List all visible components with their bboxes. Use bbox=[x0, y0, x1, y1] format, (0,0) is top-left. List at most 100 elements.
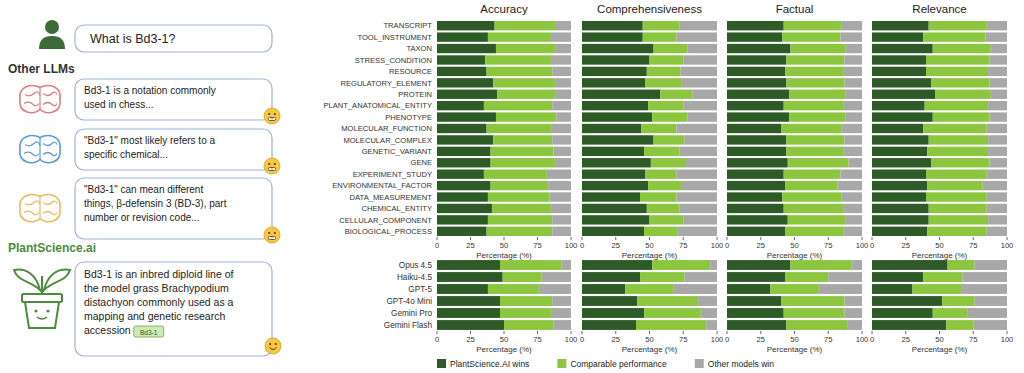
bar-segment bbox=[677, 192, 718, 201]
tick-label: 0 bbox=[580, 335, 584, 344]
bar-segment bbox=[582, 296, 637, 306]
tick-mark bbox=[727, 331, 728, 334]
bar-segment bbox=[645, 170, 676, 179]
bar-segment bbox=[872, 284, 913, 294]
category-label: CELLULAR_COMPONENT bbox=[339, 216, 432, 225]
bar-segment bbox=[786, 55, 844, 64]
bar-segment bbox=[582, 308, 644, 318]
emoji-eye bbox=[268, 232, 270, 234]
bars bbox=[727, 260, 862, 330]
bar-segment bbox=[654, 135, 685, 144]
tick-label: 100 bbox=[565, 241, 578, 250]
category-label: PHENOTYPE bbox=[385, 113, 432, 122]
bar-segment bbox=[582, 135, 654, 144]
bar-segment bbox=[582, 158, 651, 167]
tick-mark bbox=[973, 237, 974, 240]
chart: 0255075100Percentage (%) bbox=[725, 260, 868, 354]
bar-segment bbox=[786, 320, 847, 330]
bar-segment bbox=[679, 147, 717, 156]
chart-title: Accuracy bbox=[480, 3, 528, 15]
bar-segment bbox=[686, 158, 717, 167]
bar-segment bbox=[582, 32, 643, 41]
brain-icon bbox=[20, 136, 60, 163]
tick-label: 0 bbox=[870, 335, 874, 344]
bar-segment bbox=[493, 135, 552, 144]
bar-segment bbox=[784, 204, 843, 213]
answer-text: "Bd3-1" can mean different bbox=[84, 184, 203, 195]
tick-mark bbox=[649, 331, 650, 334]
bar-segment bbox=[437, 227, 487, 236]
brain-outline bbox=[20, 136, 60, 163]
bar-segment bbox=[582, 112, 652, 121]
figure: TRANSCRIPTTOOL_INSTRUMENTTAXONSTRESS_CON… bbox=[0, 0, 1024, 373]
heading: Other LLMs bbox=[8, 62, 75, 76]
bar-segment bbox=[582, 67, 647, 76]
bar-segment bbox=[550, 192, 571, 201]
answer-text: "Bd3-1" most likely refers to a bbox=[84, 135, 215, 146]
bar-segment bbox=[637, 296, 698, 306]
bar-segment bbox=[872, 170, 926, 179]
bar-segment bbox=[988, 101, 1007, 110]
answer-text: Bd3-1 is a notation commonly bbox=[84, 85, 216, 96]
bar-segment bbox=[582, 192, 640, 201]
bar-segment bbox=[552, 227, 571, 236]
bar-segment bbox=[437, 32, 488, 41]
bar-segment bbox=[554, 147, 571, 156]
bar-segment bbox=[682, 78, 717, 87]
brain-fold bbox=[25, 142, 40, 146]
tick-mark bbox=[537, 331, 538, 334]
tick-mark bbox=[794, 237, 795, 240]
pot-rim bbox=[22, 294, 62, 302]
bar-segment bbox=[650, 215, 684, 224]
chart: TRANSCRIPTTOOL_INSTRUMENTTAXONSTRESS_CON… bbox=[323, 3, 577, 260]
tick-label: 75 bbox=[679, 335, 687, 344]
bar-segment bbox=[552, 215, 571, 224]
bar-segment bbox=[781, 124, 842, 133]
category-label: PROTEIN bbox=[398, 90, 432, 99]
bar-segment bbox=[640, 192, 676, 201]
tick-mark bbox=[862, 331, 863, 334]
bar-segment bbox=[582, 78, 645, 87]
category-label: MOLECULAR_COMPLEX bbox=[343, 136, 432, 145]
bar-segment bbox=[727, 101, 784, 110]
tick-mark bbox=[939, 331, 940, 334]
bars bbox=[872, 21, 1007, 236]
bar-segment bbox=[872, 101, 925, 110]
bar-segment bbox=[987, 227, 1007, 236]
bar-segment bbox=[648, 101, 683, 110]
category-label: Opus 4.5 bbox=[399, 261, 433, 270]
bar-segment bbox=[872, 296, 942, 306]
tick-mark bbox=[683, 331, 684, 334]
bar-segment bbox=[975, 296, 1007, 306]
bar-segment bbox=[983, 181, 1007, 190]
bar-segment bbox=[926, 192, 987, 201]
tick-label: 0 bbox=[870, 241, 874, 250]
bar-segment bbox=[790, 44, 845, 53]
bar-segment bbox=[487, 227, 553, 236]
tick-mark bbox=[649, 237, 650, 240]
bar-segment bbox=[786, 78, 844, 87]
bar-segment bbox=[651, 158, 686, 167]
bar-segment bbox=[727, 21, 784, 30]
bar-segment bbox=[975, 260, 1007, 270]
category-label: DATA_MEASUREMENT bbox=[350, 193, 433, 202]
emoji-mouth bbox=[269, 237, 276, 240]
emoji-face bbox=[265, 338, 281, 354]
emoji-face bbox=[264, 227, 280, 243]
bar-segment bbox=[926, 55, 989, 64]
bar-segment bbox=[991, 90, 1007, 99]
bar-segment bbox=[542, 272, 571, 282]
bar-segment bbox=[647, 204, 679, 213]
category-label: GPT-4o Mini bbox=[387, 297, 433, 306]
axis-label: Percentage (%) bbox=[767, 345, 823, 354]
bar-segment bbox=[987, 124, 1007, 133]
bar-segment bbox=[552, 101, 571, 110]
bar-segment bbox=[437, 135, 493, 144]
tick-mark bbox=[571, 331, 572, 334]
category-label: GPT-5 bbox=[408, 285, 432, 294]
bar-segment bbox=[582, 215, 650, 224]
bar-segment bbox=[989, 78, 1007, 87]
tick-label: 100 bbox=[1001, 241, 1014, 250]
bar-segment bbox=[687, 112, 717, 121]
bar-segment bbox=[846, 112, 862, 121]
